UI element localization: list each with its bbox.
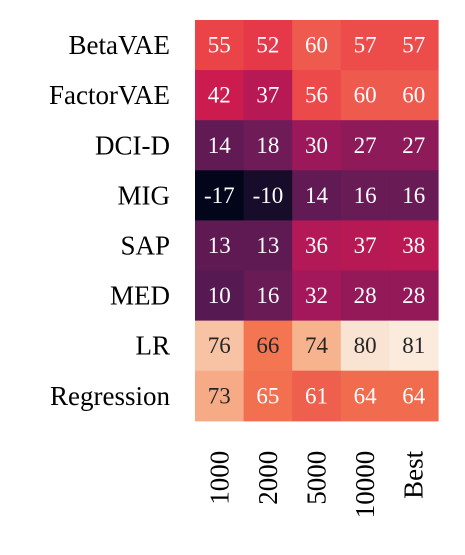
- cell-value-label: 30: [305, 133, 328, 158]
- heatmap-cell: [292, 120, 342, 171]
- cell-value-label: -10: [253, 183, 284, 208]
- cell-value-label: 74: [305, 333, 329, 358]
- heatmap-cell: [389, 120, 439, 171]
- row-label-regression: Regression: [50, 381, 170, 411]
- cell-value-label: 52: [256, 33, 279, 58]
- column-label-1000: 1000: [204, 451, 234, 505]
- column-label-2000: 2000: [253, 451, 283, 505]
- heatmap-cell: [195, 120, 245, 171]
- heatmap-cell: [195, 320, 245, 372]
- heatmap-cell: [340, 370, 390, 422]
- cell-value-label: 55: [208, 33, 231, 58]
- row-label-sap: SAP: [120, 230, 170, 260]
- heatmap-cell: [389, 320, 439, 372]
- cell-value-label: 64: [354, 383, 378, 408]
- column-label-best: Best: [399, 450, 429, 499]
- column-labels: 1000 2000 5000 10000 Best: [204, 450, 428, 518]
- cell-value-label: 27: [402, 133, 425, 158]
- heatmap-cell: [292, 270, 342, 322]
- cell-value-label: 28: [354, 283, 377, 308]
- heatmap-cell: [340, 70, 390, 121]
- row-label-betavae: BetaVAE: [69, 30, 171, 60]
- heatmap-cell: [292, 220, 342, 272]
- heatmap-cell: [243, 120, 293, 171]
- cell-value-label: 60: [354, 83, 377, 108]
- heatmap-cell: [389, 20, 439, 71]
- cell-value-label: 57: [354, 33, 377, 58]
- heatmap-cell: [340, 120, 390, 171]
- heatmap-cell: [195, 270, 245, 322]
- heatmap-cell: [389, 220, 439, 272]
- heatmap-cell: [195, 370, 245, 422]
- cell-value-label: 61: [305, 383, 328, 408]
- cell-value-label: 64: [402, 383, 426, 408]
- heatmap-cell: [340, 320, 390, 372]
- column-label-10000: 10000: [350, 451, 380, 519]
- cell-value-label: 28: [402, 283, 425, 308]
- row-label-mig: MIG: [118, 180, 171, 210]
- heatmap-cell: [292, 170, 342, 221]
- row-labels: BetaVAE FactorVAE DCI-D MIG SAP MED LR Regressi…: [49, 30, 170, 411]
- heatmap-cell: [243, 170, 293, 221]
- cell-value-label: 76: [208, 333, 231, 358]
- cell-value-label: 14: [305, 183, 329, 208]
- cell-value-label: 16: [402, 183, 425, 208]
- row-label-med: MED: [110, 281, 170, 311]
- cell-value-label: 37: [354, 233, 377, 258]
- cell-value-label: 38: [402, 233, 425, 258]
- heatmap-cell: [292, 320, 342, 372]
- heatmap-cell: [195, 170, 245, 221]
- cell-value-label: 57: [402, 33, 425, 58]
- heatmap-cell: [243, 70, 293, 121]
- cell-value-label: 27: [354, 133, 377, 158]
- cell-value-label: 10: [208, 283, 231, 308]
- heatmap-cell: [389, 170, 439, 221]
- cell-value-label: 14: [208, 133, 232, 158]
- heatmap-cell: [243, 20, 293, 71]
- cell-value-label: -17: [204, 183, 235, 208]
- cell-value-label: 65: [256, 383, 279, 408]
- heatmap-cell: [243, 220, 293, 272]
- row-label-lr: LR: [135, 331, 170, 361]
- heatmap-cell: [292, 70, 342, 121]
- row-label-factorvae: FactorVAE: [49, 80, 170, 110]
- heatmap-cell: [292, 20, 342, 71]
- heatmap-cell: [195, 70, 245, 121]
- heatmap-cell: [340, 220, 390, 272]
- cell-value-label: 13: [208, 233, 231, 258]
- cell-value-label: 36: [305, 233, 328, 258]
- heatmap-cell: [243, 270, 293, 322]
- cell-value-label: 81: [402, 333, 425, 358]
- heatmap-cell: [195, 220, 245, 272]
- heatmap-cell: [243, 370, 293, 422]
- heatmap-cells: 55 52 60 57 57 42 37 56 60 60 14 18 30 27 27 -17 -10 14 16…: [195, 20, 439, 422]
- cell-value-label: 60: [402, 83, 425, 108]
- heatmap-cell: [340, 20, 390, 71]
- cell-value-label: 80: [354, 333, 377, 358]
- cell-value-label: 60: [305, 33, 328, 58]
- cell-value-label: 42: [208, 83, 231, 108]
- column-label-5000: 5000: [302, 451, 332, 505]
- heatmap-cell: [292, 370, 342, 422]
- heatmap-cell: [389, 270, 439, 322]
- row-label-dci-d: DCI-D: [95, 130, 170, 160]
- heatmap-cell: [389, 370, 439, 422]
- cell-value-label: 56: [305, 83, 328, 108]
- cell-value-label: 13: [256, 233, 279, 258]
- heatmap-cell: [195, 20, 245, 71]
- cell-value-label: 16: [256, 283, 279, 308]
- cell-value-label: 32: [305, 283, 328, 308]
- heatmap-cell: [389, 70, 439, 121]
- cell-value-label: 73: [208, 383, 231, 408]
- cell-value-label: 16: [354, 183, 377, 208]
- cell-value-label: 66: [256, 333, 279, 358]
- heatmap-cell: [340, 270, 390, 322]
- heatmap-cell: [340, 170, 390, 221]
- heatmap-cell: [243, 320, 293, 372]
- cell-value-label: 18: [256, 133, 279, 158]
- cell-value-label: 37: [256, 83, 279, 108]
